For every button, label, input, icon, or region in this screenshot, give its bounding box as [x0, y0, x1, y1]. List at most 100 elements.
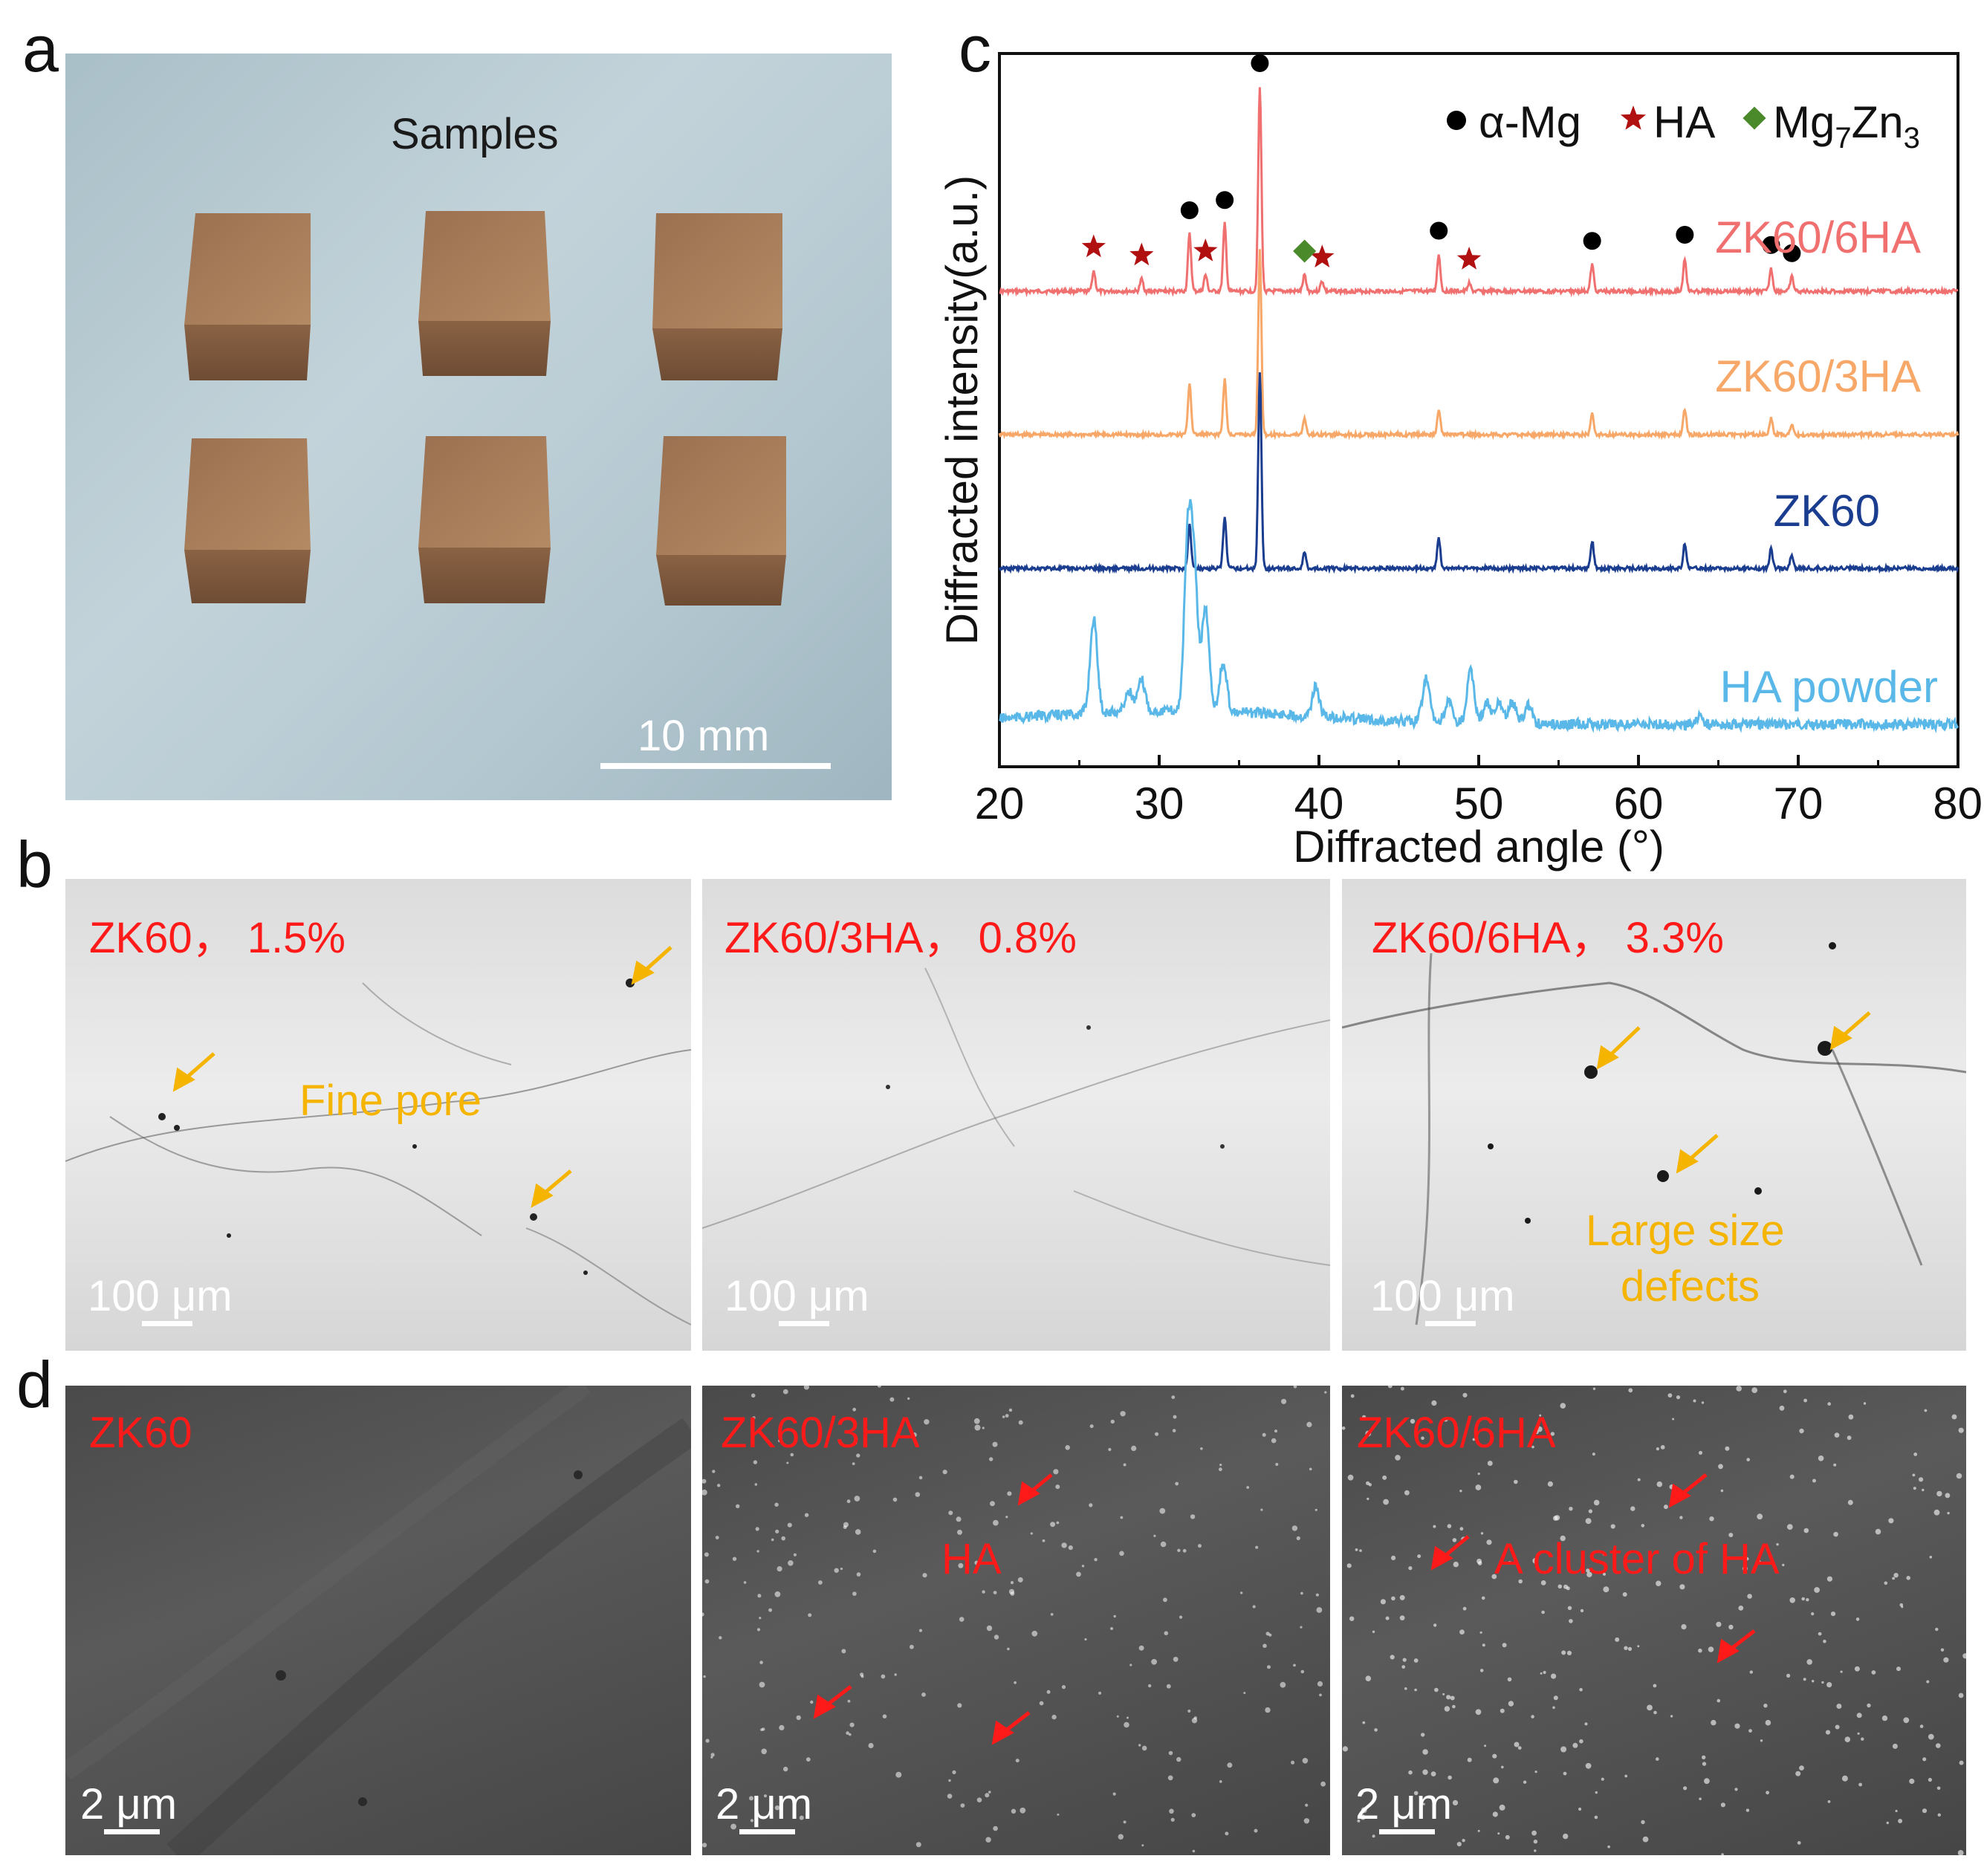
series-line-zk60-3ha — [998, 249, 1959, 441]
sem-particle — [1806, 1659, 1812, 1665]
sem-particle — [1786, 1524, 1793, 1530]
sem-particle — [1459, 1527, 1464, 1531]
sem-particle — [1683, 1786, 1688, 1791]
sem-particle — [1056, 1521, 1060, 1525]
sem-particle — [1534, 1770, 1537, 1773]
sem-particle — [1624, 1774, 1628, 1778]
sem-particle — [1508, 1701, 1514, 1707]
sem-particle — [1720, 1802, 1725, 1808]
sem-particle — [1929, 1556, 1933, 1559]
sem-particle — [1399, 1615, 1405, 1620]
sem-particle — [810, 1700, 814, 1704]
sem-scale-bar-3 — [1379, 1829, 1435, 1834]
sem-particle — [852, 1462, 855, 1465]
sem-particle — [1497, 1832, 1500, 1835]
sem-particle — [1347, 1474, 1354, 1481]
sem-particle — [1812, 1680, 1815, 1683]
sem-particle — [1198, 1544, 1202, 1548]
sem-particle — [1148, 1684, 1152, 1688]
sem-particle — [1051, 1714, 1057, 1720]
sem-particle — [1391, 1555, 1396, 1560]
sem-particle — [1413, 1658, 1419, 1663]
sem-particle — [1818, 1455, 1824, 1461]
sem-particle — [1642, 1836, 1649, 1843]
sem-particle — [1578, 1807, 1582, 1811]
sem-particle — [1698, 1648, 1702, 1653]
sem-particle — [1569, 1507, 1573, 1511]
sem-particle — [1531, 1715, 1534, 1718]
om-scale-label-1: 100 μm — [88, 1272, 233, 1320]
sem-particle — [1395, 1455, 1401, 1461]
sem-particle — [1637, 1645, 1640, 1648]
sem-particle — [1433, 1623, 1437, 1627]
sem-particle — [787, 1522, 792, 1528]
sem-particle — [1595, 1791, 1598, 1794]
sem-particle — [1011, 1808, 1017, 1814]
sem-particle — [1262, 1643, 1267, 1648]
sem-particle — [1936, 1786, 1941, 1791]
peak-marker-star-9 — [1129, 242, 1154, 266]
sem-particle — [803, 1386, 809, 1390]
sem-particle — [782, 1389, 788, 1395]
sem-particle — [982, 1427, 985, 1429]
sem-particle — [1720, 1489, 1724, 1493]
sem-particle — [710, 1756, 713, 1759]
om-texture-2 — [702, 967, 1330, 1266]
x-axis-label: Diffracted angle (°) — [1293, 822, 1664, 872]
om-image-zk60-3ha: ZK60/3HA， 0.8% 100 μm — [702, 879, 1330, 1351]
sem-particle — [1447, 1524, 1452, 1528]
sem-particle — [1361, 1807, 1367, 1814]
sem-particle — [1579, 1739, 1583, 1744]
sem-particle — [1193, 1716, 1197, 1720]
sem-particle — [1803, 1678, 1806, 1681]
sem-particle — [1452, 1538, 1457, 1542]
sem-particle — [1557, 1584, 1563, 1589]
sem-particle — [1168, 1750, 1173, 1756]
sem-particle — [1567, 1606, 1572, 1610]
sem-particle — [1523, 1780, 1527, 1784]
sem-particle — [915, 1842, 921, 1848]
sem-particle — [1492, 1811, 1498, 1817]
sem-particle — [1531, 1445, 1534, 1449]
sem-particle — [1518, 1579, 1523, 1584]
sem-particle — [799, 1815, 804, 1820]
peak-marker-circle-2 — [1216, 191, 1234, 210]
sem-particle — [1818, 1632, 1822, 1636]
sem-particle — [1262, 1432, 1266, 1437]
sem-particle — [1355, 1548, 1358, 1551]
sem-particle — [1716, 1698, 1721, 1703]
sem-particle — [957, 1529, 962, 1535]
sem-particle — [1893, 1573, 1899, 1578]
sem-particle — [985, 1793, 990, 1798]
sem-particle — [774, 1502, 779, 1507]
sem-particle — [948, 1510, 953, 1516]
sem-particle — [786, 1461, 789, 1464]
sem-particle — [1385, 1616, 1390, 1620]
sem-particle — [1484, 1744, 1487, 1747]
sem-particle — [1709, 1516, 1714, 1522]
sem-particle — [895, 1771, 902, 1778]
sem-particle — [1172, 1429, 1176, 1432]
sem-particle — [1129, 1664, 1132, 1666]
sem-particle — [882, 1714, 887, 1718]
sem-particle — [1782, 1563, 1785, 1567]
sem-particle — [1008, 1408, 1013, 1412]
sem-scale-bar-2 — [739, 1829, 795, 1834]
sem-particle — [759, 1661, 763, 1664]
cube-1 — [184, 213, 311, 380]
sem-particle — [1422, 1802, 1425, 1805]
sem-particle — [1300, 1669, 1305, 1674]
sem-particle — [1005, 1414, 1009, 1418]
sem-particle — [1701, 1401, 1705, 1404]
sem-particle — [1167, 1775, 1173, 1781]
sem-image-zk60: ZK60 2 μm — [65, 1386, 691, 1855]
sem-particle — [1057, 1813, 1060, 1816]
sem-particle — [1089, 1503, 1093, 1507]
sem-particle — [834, 1568, 839, 1573]
peak-marker-circle-3 — [1430, 221, 1448, 240]
sem-particle — [1541, 1610, 1545, 1614]
sem-particle — [719, 1636, 722, 1640]
sem-particle — [1126, 1716, 1129, 1719]
sem-particle — [1366, 1481, 1370, 1485]
sem-particle — [1118, 1834, 1124, 1840]
